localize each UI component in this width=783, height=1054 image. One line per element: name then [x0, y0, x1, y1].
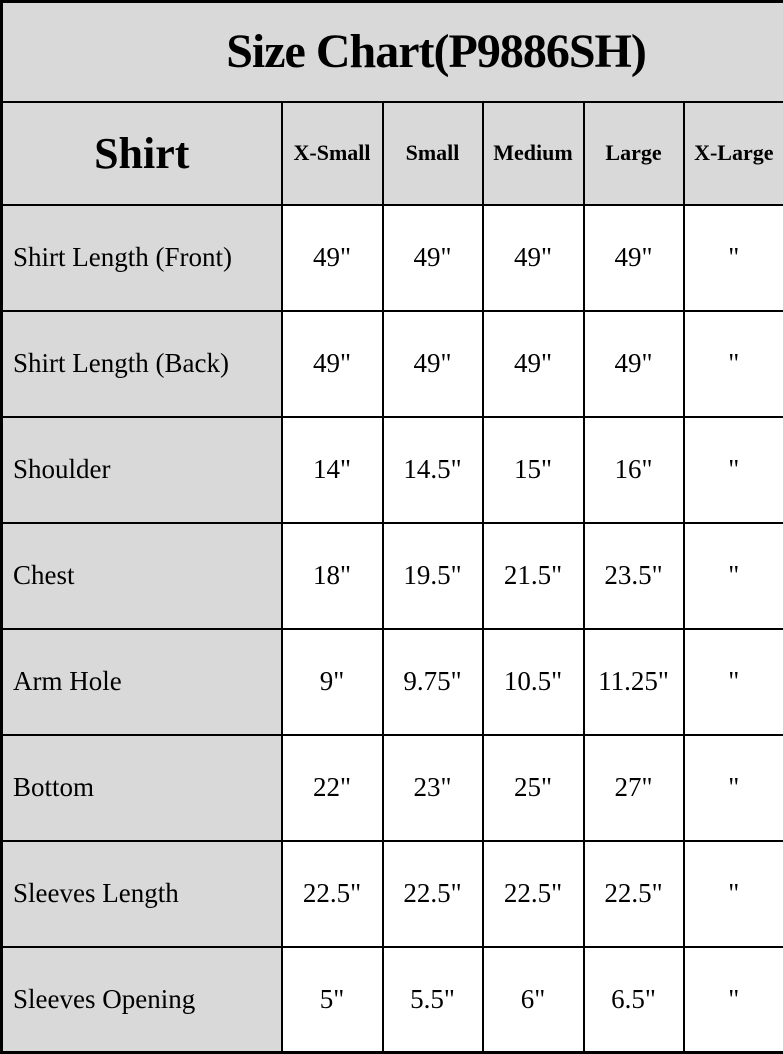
title-row: Size Chart(P9886SH)	[2, 2, 783, 102]
table-row-shirt-length-front: Shirt Length (Front) 49" 49" 49" 49" "	[2, 205, 783, 311]
cell-value: 6.5"	[584, 947, 684, 1053]
column-header-x-small: X-Small	[282, 102, 383, 205]
cell-value: 49"	[383, 311, 483, 417]
column-header-large: Large	[584, 102, 684, 205]
row-label: Sleeves Opening	[2, 947, 282, 1053]
cell-value: 16"	[584, 417, 684, 523]
cell-value: "	[684, 417, 783, 523]
cell-value: 22.5"	[383, 841, 483, 947]
header-row: Shirt X-Small Small Medium Large X-Large	[2, 102, 783, 205]
table-row-bottom: Bottom 22" 23" 25" 27" "	[2, 735, 783, 841]
cell-value: 49"	[282, 205, 383, 311]
cell-value: 18"	[282, 523, 383, 629]
row-label: Sleeves Length	[2, 841, 282, 947]
cell-value: 14"	[282, 417, 383, 523]
row-label: Shirt Length (Front)	[2, 205, 282, 311]
cell-value: 22.5"	[483, 841, 584, 947]
cell-value: 25"	[483, 735, 584, 841]
table-row-sleeves-opening: Sleeves Opening 5" 5.5" 6" 6.5" "	[2, 947, 783, 1053]
cell-value: 21.5"	[483, 523, 584, 629]
table-row-sleeves-length: Sleeves Length 22.5" 22.5" 22.5" 22.5" "	[2, 841, 783, 947]
column-header-medium: Medium	[483, 102, 584, 205]
cell-value: 49"	[584, 311, 684, 417]
cell-value: 9"	[282, 629, 383, 735]
cell-value: 49"	[483, 311, 584, 417]
column-header-small: Small	[383, 102, 483, 205]
cell-value: "	[684, 311, 783, 417]
chart-title: Size Chart(P9886SH)	[2, 2, 783, 102]
cell-value: "	[684, 735, 783, 841]
cell-value: 19.5"	[383, 523, 483, 629]
cell-value: 49"	[282, 311, 383, 417]
cell-value: 22"	[282, 735, 383, 841]
table-row-shirt-length-back: Shirt Length (Back) 49" 49" 49" 49" "	[2, 311, 783, 417]
cell-value: 49"	[383, 205, 483, 311]
cell-value: 5.5"	[383, 947, 483, 1053]
cell-value: 10.5"	[483, 629, 584, 735]
corner-header-shirt: Shirt	[2, 102, 282, 205]
cell-value: 23"	[383, 735, 483, 841]
table-row-chest: Chest 18" 19.5" 21.5" 23.5" "	[2, 523, 783, 629]
cell-value: "	[684, 629, 783, 735]
cell-value: 22.5"	[584, 841, 684, 947]
row-label: Shoulder	[2, 417, 282, 523]
cell-value: 22.5"	[282, 841, 383, 947]
row-label: Bottom	[2, 735, 282, 841]
table-row-shoulder: Shoulder 14" 14.5" 15" 16" "	[2, 417, 783, 523]
row-label: Arm Hole	[2, 629, 282, 735]
cell-value: 27"	[584, 735, 684, 841]
cell-value: 23.5"	[584, 523, 684, 629]
cell-value: 49"	[584, 205, 684, 311]
row-label: Chest	[2, 523, 282, 629]
cell-value: "	[684, 523, 783, 629]
cell-value: "	[684, 205, 783, 311]
column-header-x-large: X-Large	[684, 102, 783, 205]
cell-value: 5"	[282, 947, 383, 1053]
cell-value: "	[684, 841, 783, 947]
cell-value: 14.5"	[383, 417, 483, 523]
cell-value: 6"	[483, 947, 584, 1053]
cell-value: 11.25"	[584, 629, 684, 735]
table-row-arm-hole: Arm Hole 9" 9.75" 10.5" 11.25" "	[2, 629, 783, 735]
cell-value: 49"	[483, 205, 584, 311]
cell-value: "	[684, 947, 783, 1053]
cell-value: 15"	[483, 417, 584, 523]
row-label: Shirt Length (Back)	[2, 311, 282, 417]
cell-value: 9.75"	[383, 629, 483, 735]
